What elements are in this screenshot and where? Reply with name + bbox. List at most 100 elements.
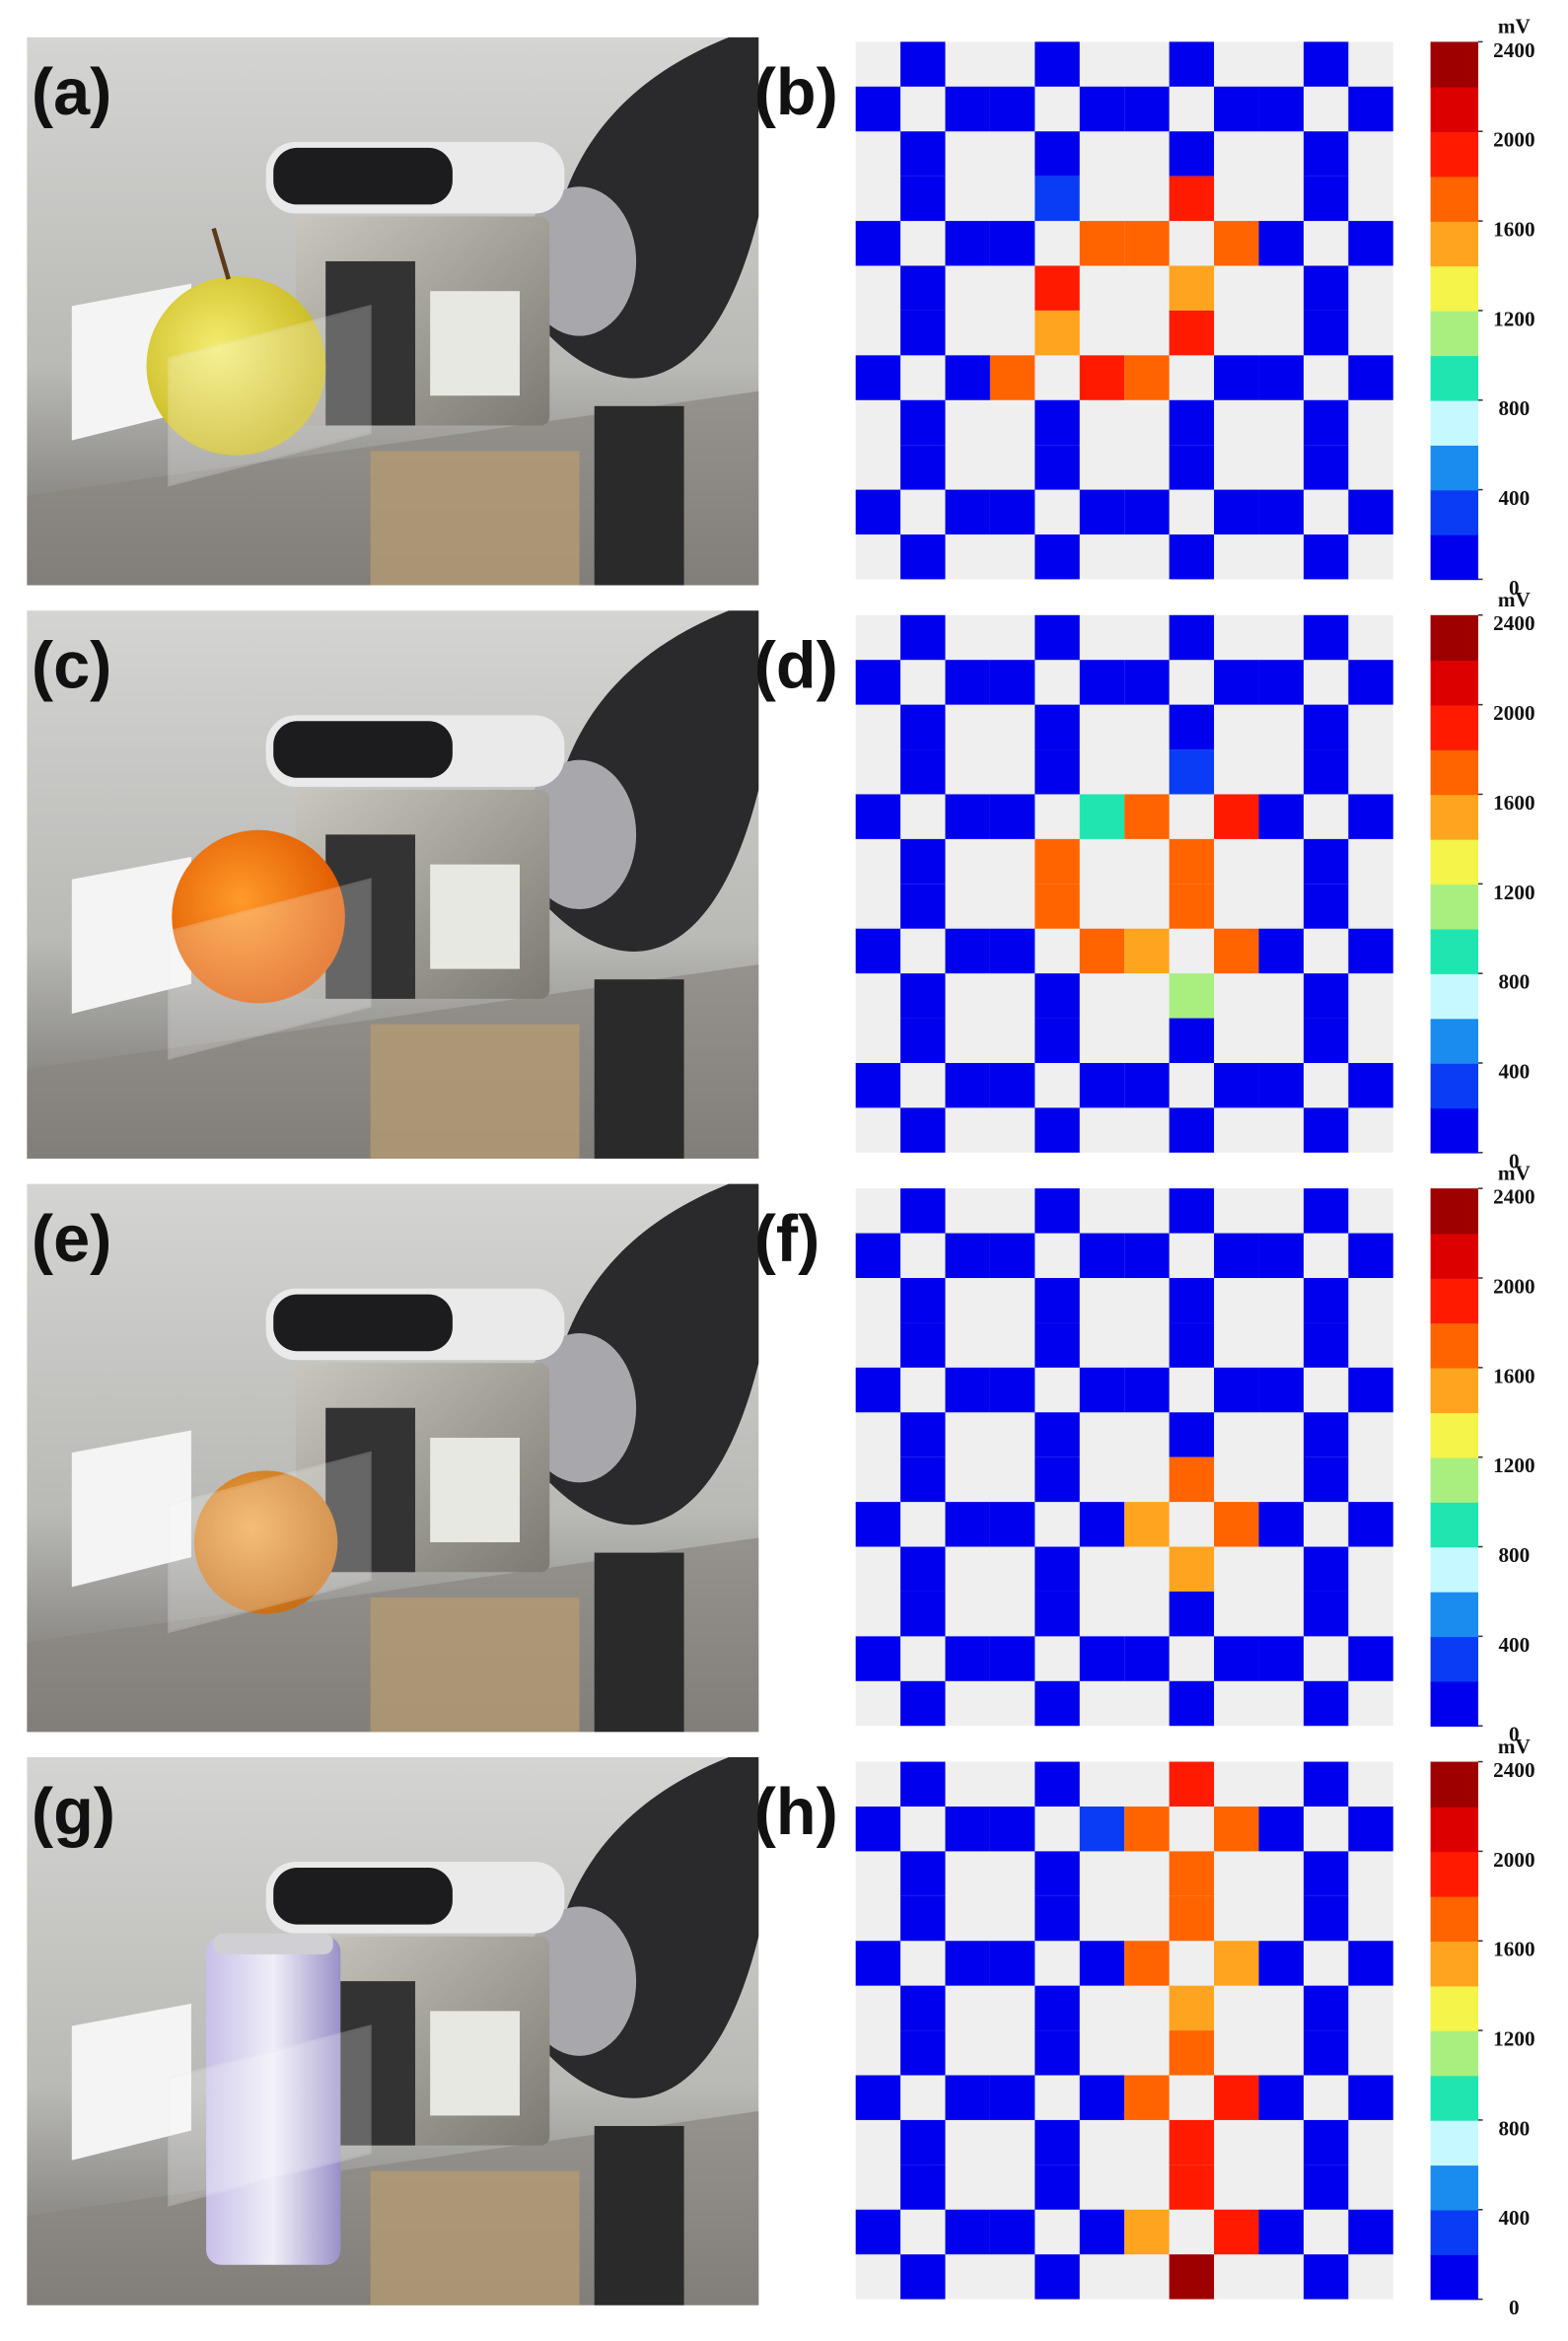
sensor-cell (945, 928, 990, 974)
sensor-cell (945, 1502, 990, 1547)
sensor-cell (1079, 660, 1125, 705)
colorbar-band (1430, 1062, 1479, 1109)
photo: (c) (27, 610, 759, 1159)
sensor-cell (855, 2209, 901, 2255)
sensor-cell (855, 2075, 901, 2120)
photo: (a) (27, 36, 759, 586)
sensor-cell (1303, 1018, 1349, 1063)
colorbar-unit: mV (1498, 15, 1532, 38)
sensor-cell (989, 1502, 1035, 1547)
sensor-cell (1034, 1018, 1080, 1063)
sensor-cell (900, 973, 946, 1019)
sensor-cell (900, 884, 946, 929)
sensor-cell (1079, 928, 1125, 974)
sensor-cell (1079, 794, 1125, 839)
panel-label: (f) (754, 1203, 820, 1276)
sensor-cell (1034, 534, 1080, 580)
sensor-cell (989, 86, 1035, 132)
sensor-cell (1169, 41, 1215, 87)
colorbar-tick-label: 800 (1498, 1543, 1530, 1567)
sensor-cell (1348, 2209, 1393, 2255)
sensor-cell (1169, 1278, 1215, 1323)
colorbar-tick-label: 0 (1509, 576, 1520, 600)
sensor-cell (1124, 355, 1170, 400)
sensor-cell (1034, 1985, 1080, 2031)
colorbar-band (1430, 1412, 1479, 1458)
sensor-cell (900, 1680, 946, 1727)
colorbar-tick-label: 2000 (1493, 1274, 1534, 1298)
sensor-cell (1303, 310, 1349, 356)
sensor-cell (1079, 489, 1125, 535)
sensor-cell (855, 1367, 901, 1413)
orange (172, 829, 345, 1004)
colorbar-band (1430, 1188, 1479, 1235)
sensor-cell (1169, 2030, 1215, 2076)
box-under-table (370, 1597, 580, 1733)
sensor-cell (900, 41, 946, 87)
colorbar-band (1430, 1456, 1479, 1503)
sensor-cell (1303, 445, 1349, 490)
sensor-cell (1124, 2209, 1170, 2255)
colorbar-tick-label: 0 (1509, 1149, 1520, 1172)
photo: (g) (27, 1757, 759, 2306)
sensor-cell (900, 1412, 946, 1457)
sensor-cell (1124, 1806, 1170, 1852)
table-leg (594, 2125, 684, 2306)
sensor-cell (1034, 131, 1080, 177)
acrylic-plate (168, 304, 372, 487)
sensor-cell (1034, 2030, 1080, 2076)
sensor-cell (1303, 2254, 1349, 2300)
colorbar-band (1430, 489, 1479, 535)
sensor-cell (1169, 614, 1215, 661)
colorbar-unit: mV (1498, 588, 1532, 611)
colorbar-tick-label: 800 (1498, 396, 1530, 420)
sensor-cell (1303, 1680, 1349, 1727)
sensor-cell (1303, 973, 1349, 1019)
sensor-cell (945, 86, 990, 132)
sensor-cell (1169, 838, 1215, 885)
arm-joint (523, 1906, 637, 2056)
sensor-cell (900, 1188, 946, 1234)
colorbar-band (1430, 1806, 1479, 1853)
sensor-cell (1303, 884, 1349, 929)
sensor-cell (1124, 86, 1170, 132)
sensor-cell (1348, 2075, 1393, 2120)
sensor-cell (1169, 1680, 1215, 1727)
sensor-cell (1214, 355, 1259, 400)
sensor-cell (1303, 1761, 1349, 1807)
sensor-cell (1169, 884, 1215, 929)
colorbar-band (1430, 86, 1479, 132)
sensor-cell (1034, 1412, 1080, 1457)
sensor-cell (1169, 176, 1215, 222)
sensor-cell (945, 1636, 990, 1681)
colorbar-band (1430, 399, 1479, 446)
colorbar-tick-label: 2000 (1493, 701, 1534, 725)
acrylic-plate (168, 1451, 372, 1634)
box-under-table (370, 451, 580, 586)
sensor-cell (900, 534, 946, 580)
sensor-cell (1258, 1636, 1304, 1681)
sensor-cell (1258, 1062, 1304, 1108)
sensor-cell (1034, 1680, 1080, 1727)
colorbar-unit: mV (1498, 1161, 1532, 1184)
colorbar-band (1430, 41, 1479, 88)
sensor-cell (945, 794, 990, 839)
sensor-cell (945, 1806, 990, 1852)
sensor-cell (989, 1367, 1035, 1413)
sensor-cell (1169, 310, 1215, 356)
sensor-cell (1169, 534, 1215, 580)
sensor-cell (855, 1062, 901, 1108)
colorbar-tick-label: 400 (1498, 2206, 1530, 2230)
colorbar-band (1430, 1985, 1479, 2031)
sensor-cell (1169, 749, 1215, 795)
sensor-cell (1079, 86, 1125, 132)
sensor-cell (1303, 534, 1349, 580)
camera-face (273, 721, 453, 778)
sensor-cell (1348, 489, 1393, 535)
sensor-cell (1303, 1278, 1349, 1323)
colorbar-band (1430, 1322, 1479, 1369)
colorbar-band (1430, 928, 1479, 974)
